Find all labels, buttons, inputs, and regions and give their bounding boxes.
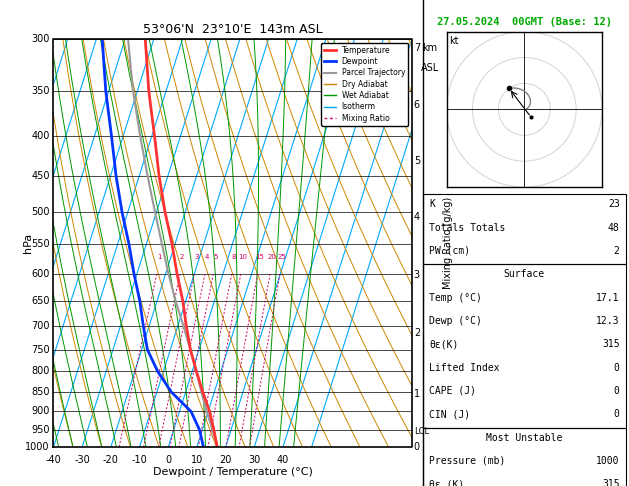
Text: 900: 900 <box>31 406 50 417</box>
Text: 650: 650 <box>31 296 50 306</box>
Text: 5: 5 <box>414 156 420 166</box>
Text: ASL: ASL <box>421 63 439 73</box>
Text: 315: 315 <box>602 479 620 486</box>
Text: 2: 2 <box>614 246 620 256</box>
Text: Most Unstable: Most Unstable <box>486 433 562 443</box>
Text: 23: 23 <box>608 199 620 209</box>
Text: 25: 25 <box>277 254 286 260</box>
Text: 2: 2 <box>180 254 184 260</box>
Text: 20: 20 <box>267 254 276 260</box>
Text: PW (cm): PW (cm) <box>429 246 470 256</box>
Text: 1000: 1000 <box>596 456 620 466</box>
Text: 1: 1 <box>414 389 420 399</box>
Text: Lifted Index: Lifted Index <box>429 363 499 373</box>
Text: km: km <box>422 43 438 53</box>
Text: 4: 4 <box>205 254 209 260</box>
Text: K: K <box>429 199 435 209</box>
Text: LCL: LCL <box>414 427 429 436</box>
Text: 5: 5 <box>213 254 218 260</box>
Text: 30: 30 <box>248 455 260 465</box>
Text: 600: 600 <box>31 269 50 279</box>
Text: 0: 0 <box>614 386 620 396</box>
Text: hPa: hPa <box>23 233 33 253</box>
Text: -20: -20 <box>103 455 119 465</box>
Text: 800: 800 <box>31 366 50 377</box>
Text: 2: 2 <box>414 329 420 338</box>
Text: 3: 3 <box>414 270 420 280</box>
Text: 12.3: 12.3 <box>596 316 620 326</box>
Text: 15: 15 <box>255 254 264 260</box>
X-axis label: Dewpoint / Temperature (°C): Dewpoint / Temperature (°C) <box>153 467 313 477</box>
Text: -30: -30 <box>74 455 90 465</box>
Text: θε(K): θε(K) <box>429 339 459 349</box>
Text: 850: 850 <box>31 387 50 397</box>
Text: 0: 0 <box>414 442 420 452</box>
Text: CIN (J): CIN (J) <box>429 409 470 419</box>
Text: kt: kt <box>450 36 459 46</box>
Text: 3: 3 <box>194 254 199 260</box>
Text: Temp (°C): Temp (°C) <box>429 293 482 303</box>
Text: 0: 0 <box>165 455 171 465</box>
Text: -40: -40 <box>45 455 62 465</box>
Text: 700: 700 <box>31 321 50 331</box>
Text: 315: 315 <box>602 339 620 349</box>
Text: 1: 1 <box>157 254 161 260</box>
Text: 0: 0 <box>614 363 620 373</box>
Text: 500: 500 <box>31 207 50 217</box>
Text: 1000: 1000 <box>25 442 50 452</box>
Text: 7: 7 <box>414 43 420 53</box>
Text: 350: 350 <box>31 86 50 96</box>
Text: Totals Totals: Totals Totals <box>429 223 505 233</box>
Text: θε (K): θε (K) <box>429 479 464 486</box>
Text: Mixing Ratio (g/kg): Mixing Ratio (g/kg) <box>443 197 453 289</box>
Text: Surface: Surface <box>504 269 545 279</box>
Text: 17.1: 17.1 <box>596 293 620 303</box>
Text: 950: 950 <box>31 425 50 435</box>
Text: 6: 6 <box>414 101 420 110</box>
Text: 550: 550 <box>31 240 50 249</box>
Text: 0: 0 <box>614 409 620 419</box>
Text: 27.05.2024  00GMT (Base: 12): 27.05.2024 00GMT (Base: 12) <box>437 17 612 27</box>
Text: 450: 450 <box>31 172 50 181</box>
Text: 750: 750 <box>31 345 50 355</box>
Text: 4: 4 <box>414 212 420 223</box>
Text: 48: 48 <box>608 223 620 233</box>
Text: 8: 8 <box>231 254 236 260</box>
Legend: Temperature, Dewpoint, Parcel Trajectory, Dry Adiabat, Wet Adiabat, Isotherm, Mi: Temperature, Dewpoint, Parcel Trajectory… <box>321 43 408 125</box>
Text: 40: 40 <box>277 455 289 465</box>
Text: 300: 300 <box>31 34 50 44</box>
Text: Dewp (°C): Dewp (°C) <box>429 316 482 326</box>
Text: 400: 400 <box>31 131 50 141</box>
Text: Pressure (mb): Pressure (mb) <box>429 456 505 466</box>
Text: -10: -10 <box>131 455 147 465</box>
Title: 53°06'N  23°10'E  143m ASL: 53°06'N 23°10'E 143m ASL <box>143 23 323 36</box>
Text: 10: 10 <box>191 455 203 465</box>
Text: 20: 20 <box>220 455 231 465</box>
Text: CAPE (J): CAPE (J) <box>429 386 476 396</box>
Text: 10: 10 <box>238 254 247 260</box>
